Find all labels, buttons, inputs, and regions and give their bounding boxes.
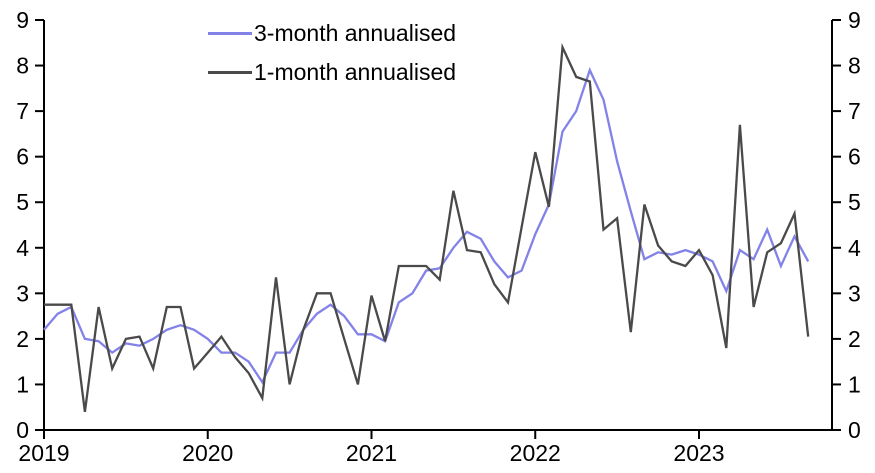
x-tick-label-2021: 2021	[346, 440, 397, 466]
y-tick-label-left-9: 9	[16, 7, 29, 33]
y-tick-label-right-4: 4	[848, 235, 861, 261]
x-tick-label-2019: 2019	[18, 440, 69, 466]
y-tick-label-right-5: 5	[848, 189, 861, 215]
legend-line-sample-1-month	[208, 70, 252, 74]
y-tick-label-left-1: 1	[16, 371, 29, 397]
y-tick-label-right-6: 6	[848, 144, 861, 170]
y-tick-label-left-4: 4	[16, 235, 29, 261]
y-tick-label-right-9: 9	[848, 7, 861, 33]
x-tick-label-2023: 2023	[673, 440, 724, 466]
series-line-1-month-annualised	[44, 42, 810, 412]
y-tick-label-left-8: 8	[16, 53, 29, 79]
y-tick-label-right-7: 7	[848, 98, 861, 124]
y-tick-label-left-3: 3	[16, 280, 29, 306]
axes	[43, 20, 833, 431]
y-tick-label-left-2: 2	[16, 326, 29, 352]
legend-item-1-month-annualised: 1-month annualised	[208, 59, 456, 85]
y-tick-label-right-2: 2	[848, 326, 861, 352]
y-axis-right-ticks: 0 1 2 3 4 5 6 7 8 9	[832, 7, 861, 443]
y-tick-label-right-1: 1	[848, 371, 861, 397]
legend-label-3-month: 3-month annualised	[254, 20, 457, 46]
x-axis-ticks: 2019 2020 2021 2022 2023	[18, 430, 725, 466]
y-tick-label-left-6: 6	[16, 144, 29, 170]
y-tick-label-left-5: 5	[16, 189, 29, 215]
y-tick-label-right-0: 0	[848, 417, 861, 443]
y-tick-label-left-0: 0	[16, 417, 29, 443]
series-line-3-month-annualised	[43, 66, 810, 385]
series-lines	[43, 42, 810, 412]
legend-item-3-month-annualised: 3-month annualised	[208, 20, 456, 46]
x-tick-label-2022: 2022	[510, 440, 561, 466]
y-tick-label-right-8: 8	[848, 53, 861, 79]
legend-line-sample-3-month	[208, 31, 252, 35]
y-tick-label-right-3: 3	[848, 280, 861, 306]
x-tick-label-2020: 2020	[182, 440, 233, 466]
y-tick-label-left-7: 7	[16, 98, 29, 124]
legend: 3-month annualised 1-month annualised	[208, 20, 456, 85]
y-axis-left-ticks: 0 1 2 3 4 5 6 7 8 9	[16, 7, 44, 443]
legend-label-1-month: 1-month annualised	[254, 59, 457, 85]
